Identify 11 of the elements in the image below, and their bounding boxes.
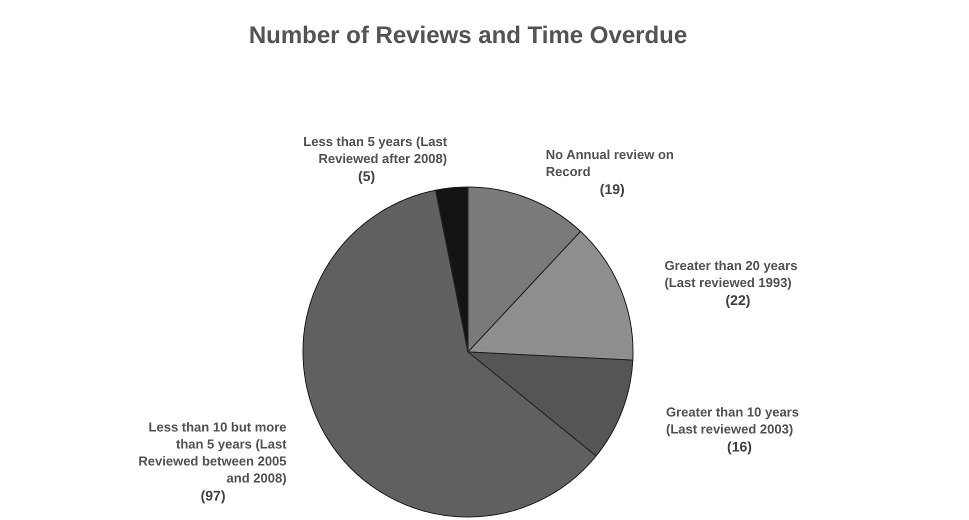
slice-label: Greater than 20 years (Last reviewed 1993) bbox=[664, 258, 798, 290]
data-label: (19) bbox=[600, 180, 625, 197]
data-label: (5) bbox=[358, 168, 376, 184]
slice-label: Less than 5 years (Last Reviewed after 2008) bbox=[303, 134, 448, 166]
slice-label: Less than 10 but more than 5 years (Last Reviewed between 2005 and 2008) bbox=[138, 419, 288, 486]
data-label: (22) bbox=[726, 292, 750, 308]
chart-title: Number of Reviews and Time Overdue bbox=[248, 22, 688, 49]
slice-label: No Annual review on Record bbox=[546, 146, 674, 179]
slice-label: Greater than 10 years (Last reviewed 2003) bbox=[666, 404, 799, 436]
data-label: (16) bbox=[727, 438, 752, 454]
data-label: (97) bbox=[200, 487, 226, 504]
